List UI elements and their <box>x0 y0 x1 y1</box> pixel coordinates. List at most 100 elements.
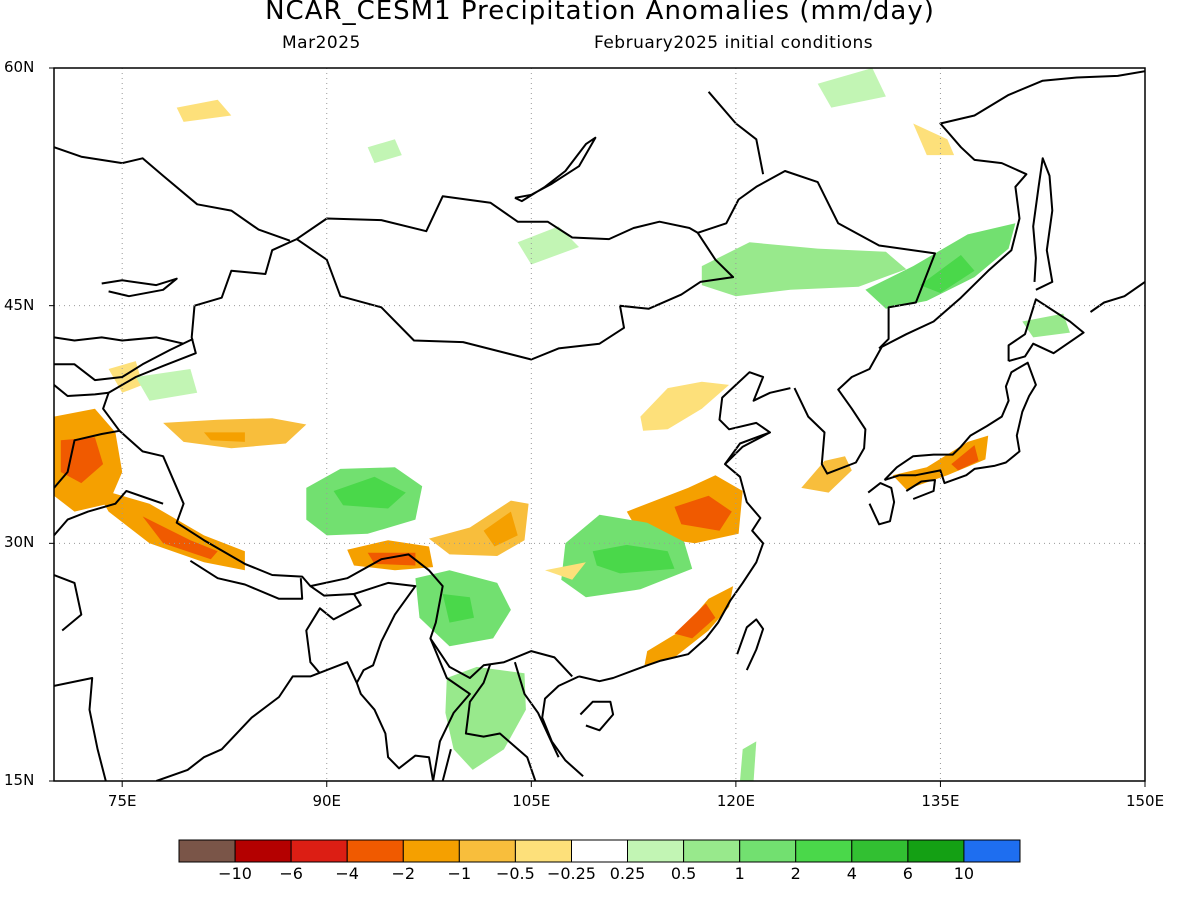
anomaly-area-russian-far-east <box>865 223 1016 309</box>
anomaly-area-north-china <box>640 381 730 431</box>
boundary-line <box>189 559 304 600</box>
anomaly-area-western-himalaya-core <box>142 516 218 560</box>
anomaly-area-indochina <box>445 666 526 770</box>
boundary-line <box>1089 281 1145 313</box>
boundary-line <box>101 277 178 298</box>
boundary-line <box>793 346 883 475</box>
legend-swatch <box>234 839 292 863</box>
boundary-line <box>541 675 584 777</box>
y-tick-label: 60N <box>4 58 35 76</box>
legend-swatch <box>683 839 741 863</box>
anomaly-area-russian-far-east-core <box>920 255 975 293</box>
legend-label: 10 <box>953 864 975 883</box>
boundary-line <box>54 677 107 781</box>
legend-swatch <box>851 839 909 863</box>
anomaly-patch <box>740 741 757 781</box>
legend-label: −10 <box>218 864 252 883</box>
boundary-line <box>513 661 560 758</box>
legend-swatch <box>178 839 236 863</box>
anomaly-patch <box>449 689 484 724</box>
legend-swatch <box>907 839 965 863</box>
boundary-line <box>1032 157 1054 291</box>
legend-label: −2 <box>391 864 416 883</box>
legend-label: 0.5 <box>670 864 697 883</box>
grid-lines <box>54 68 1145 781</box>
x-tick-label: 105E <box>512 792 551 810</box>
boundary-line <box>736 618 765 671</box>
anomaly-patch <box>135 369 198 401</box>
legend-label: −1 <box>447 864 472 883</box>
legend-label: 4 <box>846 864 857 883</box>
boundary-line <box>353 581 417 684</box>
boundary-line <box>296 195 699 241</box>
anomaly-area-korea <box>801 456 852 493</box>
boundary-line <box>881 70 1145 348</box>
boundary-line <box>54 336 184 345</box>
legend-label: 1 <box>734 864 745 883</box>
anomaly-area-sichuan <box>429 500 529 556</box>
anomaly-patch <box>545 562 586 580</box>
anomaly-patch <box>1022 313 1070 338</box>
legend-label: −4 <box>335 864 359 883</box>
boundary-line <box>707 91 765 175</box>
anomaly-area-western-japan-core <box>951 445 979 471</box>
legend-swatch <box>571 839 629 863</box>
anomaly-fills <box>54 68 1070 781</box>
boundary-line <box>579 700 615 732</box>
anomaly-area-yunnan-core <box>442 594 474 623</box>
y-tick-label: 30N <box>4 533 35 552</box>
legend-label: −6 <box>279 864 303 883</box>
x-tick-label: 150E <box>1125 792 1165 810</box>
boundary-line <box>464 663 537 781</box>
chart-title: NCAR_CESM1 Precipitation Anomalies (mm/d… <box>265 0 935 26</box>
anomaly-area-central-china-core <box>592 544 675 574</box>
legend-swatch <box>290 839 348 863</box>
anomaly-patch <box>517 226 579 265</box>
legend-swatch <box>627 839 685 863</box>
boundary-line <box>867 482 896 526</box>
boundary-line <box>54 146 291 242</box>
boundary-line <box>883 361 1037 485</box>
legend-swatch <box>346 839 404 863</box>
anomaly-area-northern-tibetan-plateau-core <box>204 432 245 442</box>
boundary-line <box>441 749 452 781</box>
axis-ticks <box>49 67 1146 787</box>
boundary-line <box>724 431 771 465</box>
forecast-month: Mar2025 <box>282 33 361 53</box>
boundary-line <box>54 429 120 489</box>
boundary-line <box>296 170 936 361</box>
boundary-line <box>155 661 435 781</box>
anomaly-patch <box>913 123 955 156</box>
legend-swatch <box>963 839 1021 863</box>
boundary-line <box>305 585 362 674</box>
legend-swatch <box>458 839 516 863</box>
anomaly-area-sichuan-core <box>483 511 518 547</box>
anomaly-area-pamir-hindu-kush-core <box>60 437 104 484</box>
anomaly-area-central-tibet-core <box>333 476 406 509</box>
anomaly-area-lower-yangtze-core <box>674 495 732 531</box>
boundary-line <box>514 136 597 203</box>
anomaly-area-northeast-china <box>701 242 907 297</box>
coastlines-borders <box>54 70 1145 781</box>
boundary-line <box>429 638 471 781</box>
boundary-line <box>905 479 936 500</box>
boundary-line <box>578 371 791 683</box>
y-tick-label: 45N <box>4 295 35 314</box>
legend-label: −0.25 <box>546 864 596 883</box>
x-tick-label: 90E <box>312 792 342 810</box>
boundary-line <box>54 490 164 537</box>
plot-frame <box>53 67 1146 782</box>
x-tick-label: 120E <box>716 792 755 810</box>
x-tick-label: 75E <box>107 792 137 810</box>
legend-swatch <box>795 839 853 863</box>
legend-label: 6 <box>902 864 913 883</box>
legend-label: −0.5 <box>495 864 535 883</box>
boundary-line <box>54 574 83 632</box>
anomaly-patch <box>176 99 232 122</box>
anomaly-area-southeast-china-core <box>674 603 716 639</box>
legend-label: 2 <box>790 864 801 883</box>
x-tick-label: 135E <box>921 792 960 810</box>
legend-swatch <box>739 839 797 863</box>
